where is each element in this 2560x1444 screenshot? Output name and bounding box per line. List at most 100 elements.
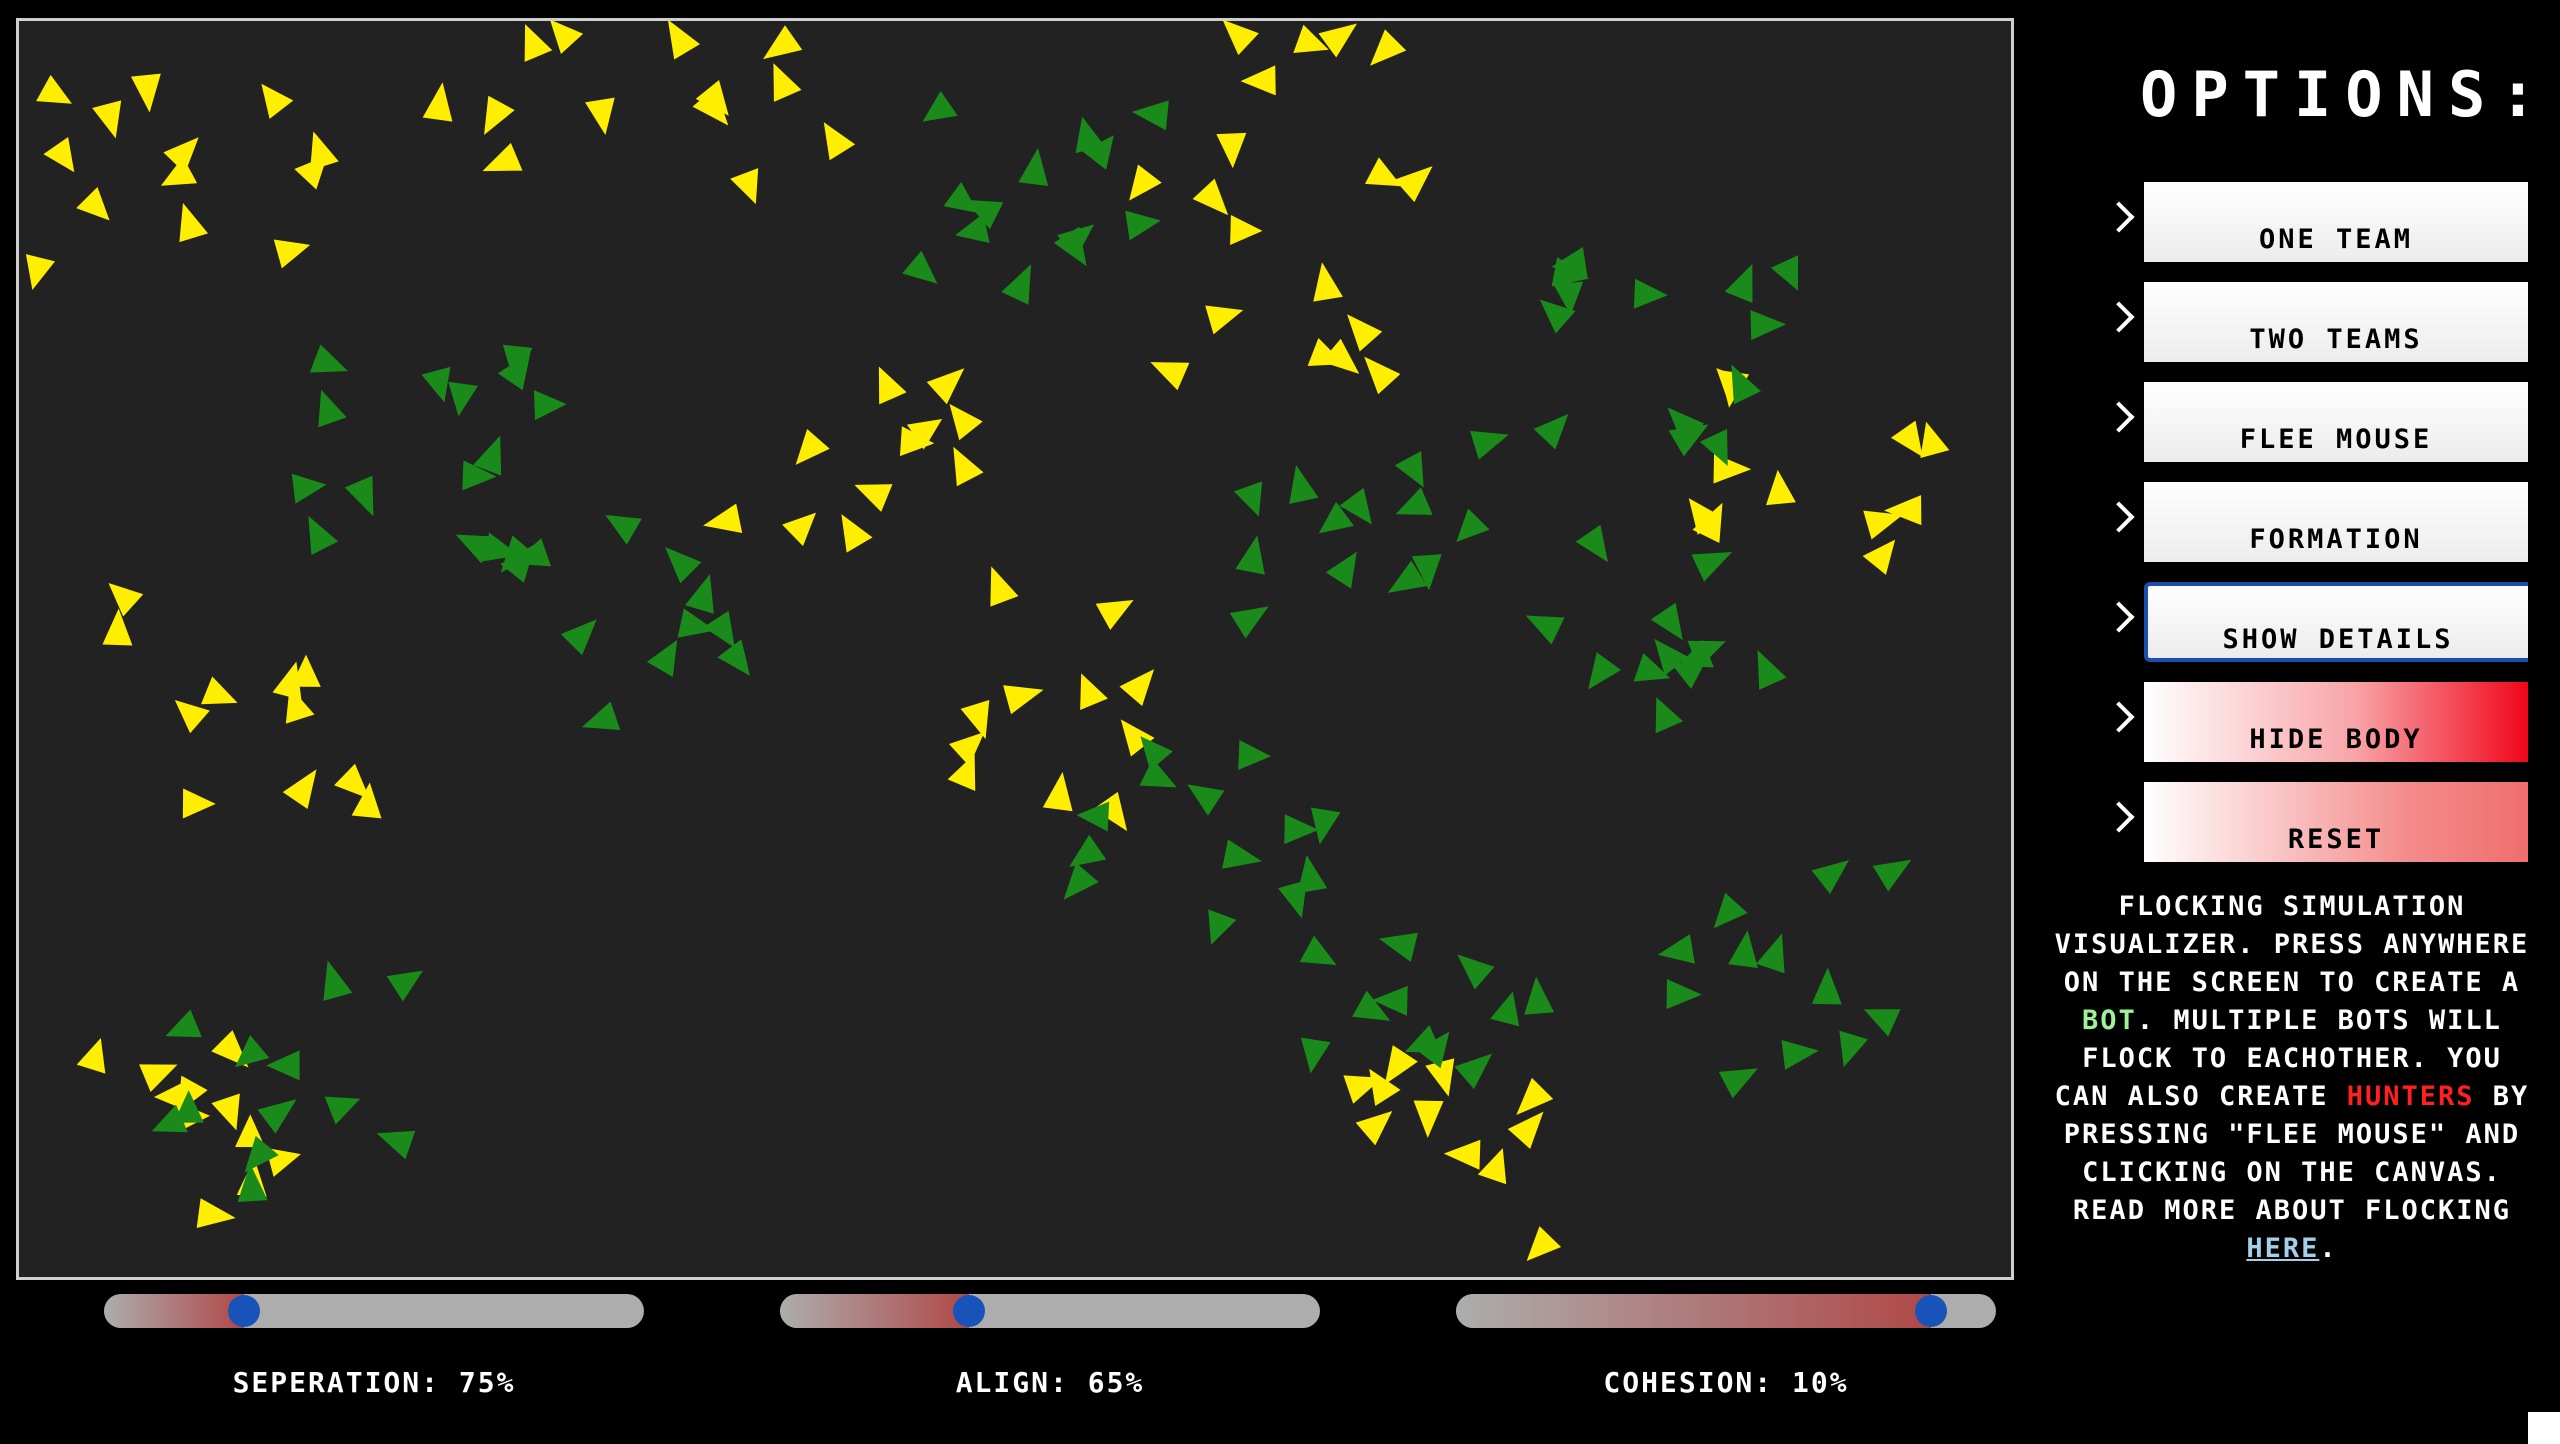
yellow-bot bbox=[1205, 305, 1244, 335]
green-bot bbox=[1339, 487, 1372, 525]
green-bot bbox=[1457, 954, 1495, 990]
yellow-bot bbox=[1293, 24, 1329, 53]
green-bot bbox=[1750, 310, 1787, 341]
yellow-bot bbox=[174, 699, 210, 734]
chevron-right-icon bbox=[2103, 201, 2135, 233]
yellow-bot bbox=[282, 769, 317, 809]
green-bot bbox=[1811, 860, 1849, 895]
simulation-canvas-frame[interactable] bbox=[16, 18, 2014, 1280]
green-bot bbox=[1588, 652, 1621, 690]
green-bot bbox=[1666, 979, 1702, 1010]
yellow-bot bbox=[947, 753, 976, 792]
yellow-bot bbox=[585, 97, 615, 136]
green-bot bbox=[1139, 758, 1177, 788]
yellow-bot bbox=[1688, 498, 1722, 535]
yellow-bot bbox=[182, 788, 216, 819]
green-bot bbox=[1238, 739, 1272, 770]
yellow-bot bbox=[550, 21, 584, 54]
yellow-bot bbox=[211, 1030, 249, 1068]
option-row-hide-body: HIDE BODY bbox=[2103, 682, 2528, 762]
yellow-bot bbox=[1863, 510, 1903, 540]
yellow-bot bbox=[1120, 719, 1155, 757]
chevron-right-icon bbox=[2103, 701, 2135, 733]
yellow-bot bbox=[948, 731, 985, 767]
flee-mouse-button[interactable]: FLEE MOUSE bbox=[2144, 382, 2528, 462]
yellow-bot bbox=[334, 763, 370, 799]
green-bot bbox=[1539, 299, 1576, 334]
green-bot bbox=[560, 619, 597, 656]
green-bot bbox=[677, 608, 716, 638]
green-bot bbox=[308, 515, 339, 556]
green-bot bbox=[257, 1099, 297, 1134]
yellow-bot bbox=[1192, 178, 1229, 216]
green-bot bbox=[1524, 976, 1555, 1015]
green-bot bbox=[1394, 451, 1424, 488]
align-slider-track[interactable] bbox=[780, 1294, 1320, 1328]
yellow-bot bbox=[782, 512, 817, 547]
yellow-bot bbox=[201, 676, 238, 705]
flocking-info-link[interactable]: HERE bbox=[2246, 1233, 2320, 1264]
yellow-bot bbox=[43, 137, 75, 173]
align-slider-knob[interactable] bbox=[953, 1295, 985, 1327]
yellow-bot bbox=[1216, 132, 1247, 169]
green-bot bbox=[1718, 1068, 1758, 1099]
separation-slider-knob[interactable] bbox=[228, 1295, 261, 1327]
one-team-button[interactable]: ONE TEAM bbox=[2144, 182, 2528, 262]
green-bot bbox=[291, 473, 327, 504]
yellow-bot bbox=[285, 686, 315, 724]
green-bot bbox=[473, 435, 502, 476]
hunters-highlight: HUNTERS bbox=[2346, 1081, 2475, 1112]
green-bot bbox=[955, 213, 990, 244]
cohesion-label: COHESION: 10% bbox=[1603, 1366, 1849, 1399]
yellow-bot bbox=[773, 63, 802, 102]
simulation-canvas[interactable] bbox=[19, 21, 2011, 1277]
green-bot bbox=[646, 639, 678, 678]
green-bot bbox=[1691, 551, 1733, 582]
green-bot bbox=[1297, 855, 1328, 894]
yellow-bot bbox=[1318, 23, 1358, 58]
green-bot bbox=[237, 1163, 268, 1203]
green-bot bbox=[1724, 263, 1753, 304]
green-bot bbox=[1387, 560, 1428, 593]
green-bot bbox=[1757, 649, 1787, 690]
chevron-right-icon bbox=[2103, 401, 2135, 433]
separation-slider-track[interactable] bbox=[104, 1294, 644, 1328]
align-slider-fill bbox=[780, 1294, 969, 1328]
green-bot bbox=[1299, 935, 1337, 965]
green-bot bbox=[533, 390, 567, 421]
yellow-bot bbox=[1347, 314, 1383, 352]
show-details-button[interactable]: SHOW DETAILS bbox=[2144, 582, 2528, 662]
yellow-bot bbox=[841, 514, 873, 553]
yellow-bot bbox=[823, 122, 856, 161]
hide-body-button[interactable]: HIDE BODY bbox=[2144, 682, 2528, 762]
yellow-bot bbox=[179, 202, 209, 243]
formation-button[interactable]: FORMATION bbox=[2144, 482, 2528, 562]
description-part-1: FLOCKING SIMULATION VISUALIZER. PRESS AN… bbox=[2054, 891, 2530, 998]
option-row-one-team: ONE TEAM bbox=[2103, 182, 2528, 262]
yellow-bot bbox=[1129, 164, 1162, 201]
green-bot bbox=[1770, 255, 1799, 291]
yellow-bot bbox=[196, 1198, 236, 1228]
option-row-reset: RESET bbox=[2103, 782, 2528, 862]
yellow-bot bbox=[1042, 771, 1073, 812]
green-bot bbox=[421, 366, 451, 403]
green-bot bbox=[1229, 606, 1269, 639]
green-bot bbox=[1318, 501, 1354, 534]
green-bot bbox=[309, 344, 348, 373]
yellow-bot bbox=[36, 74, 72, 104]
reset-button[interactable]: RESET bbox=[2144, 782, 2528, 862]
green-bot bbox=[1575, 524, 1608, 563]
align-label: ALIGN: 65% bbox=[955, 1366, 1145, 1399]
chevron-right-icon bbox=[2103, 501, 2135, 533]
yellow-bot bbox=[1516, 1077, 1554, 1116]
green-bot bbox=[1416, 1031, 1450, 1069]
yellow-bot bbox=[1477, 1148, 1507, 1185]
two-teams-button[interactable]: TWO TEAMS bbox=[2144, 282, 2528, 362]
cohesion-slider-track[interactable] bbox=[1456, 1294, 1996, 1328]
yellow-bot bbox=[730, 168, 759, 205]
corner-box bbox=[2528, 1412, 2560, 1444]
yellow-bot bbox=[272, 661, 302, 701]
cohesion-slider-knob[interactable] bbox=[1915, 1295, 1948, 1327]
green-bot bbox=[1284, 814, 1319, 845]
green-bot bbox=[1533, 414, 1569, 450]
